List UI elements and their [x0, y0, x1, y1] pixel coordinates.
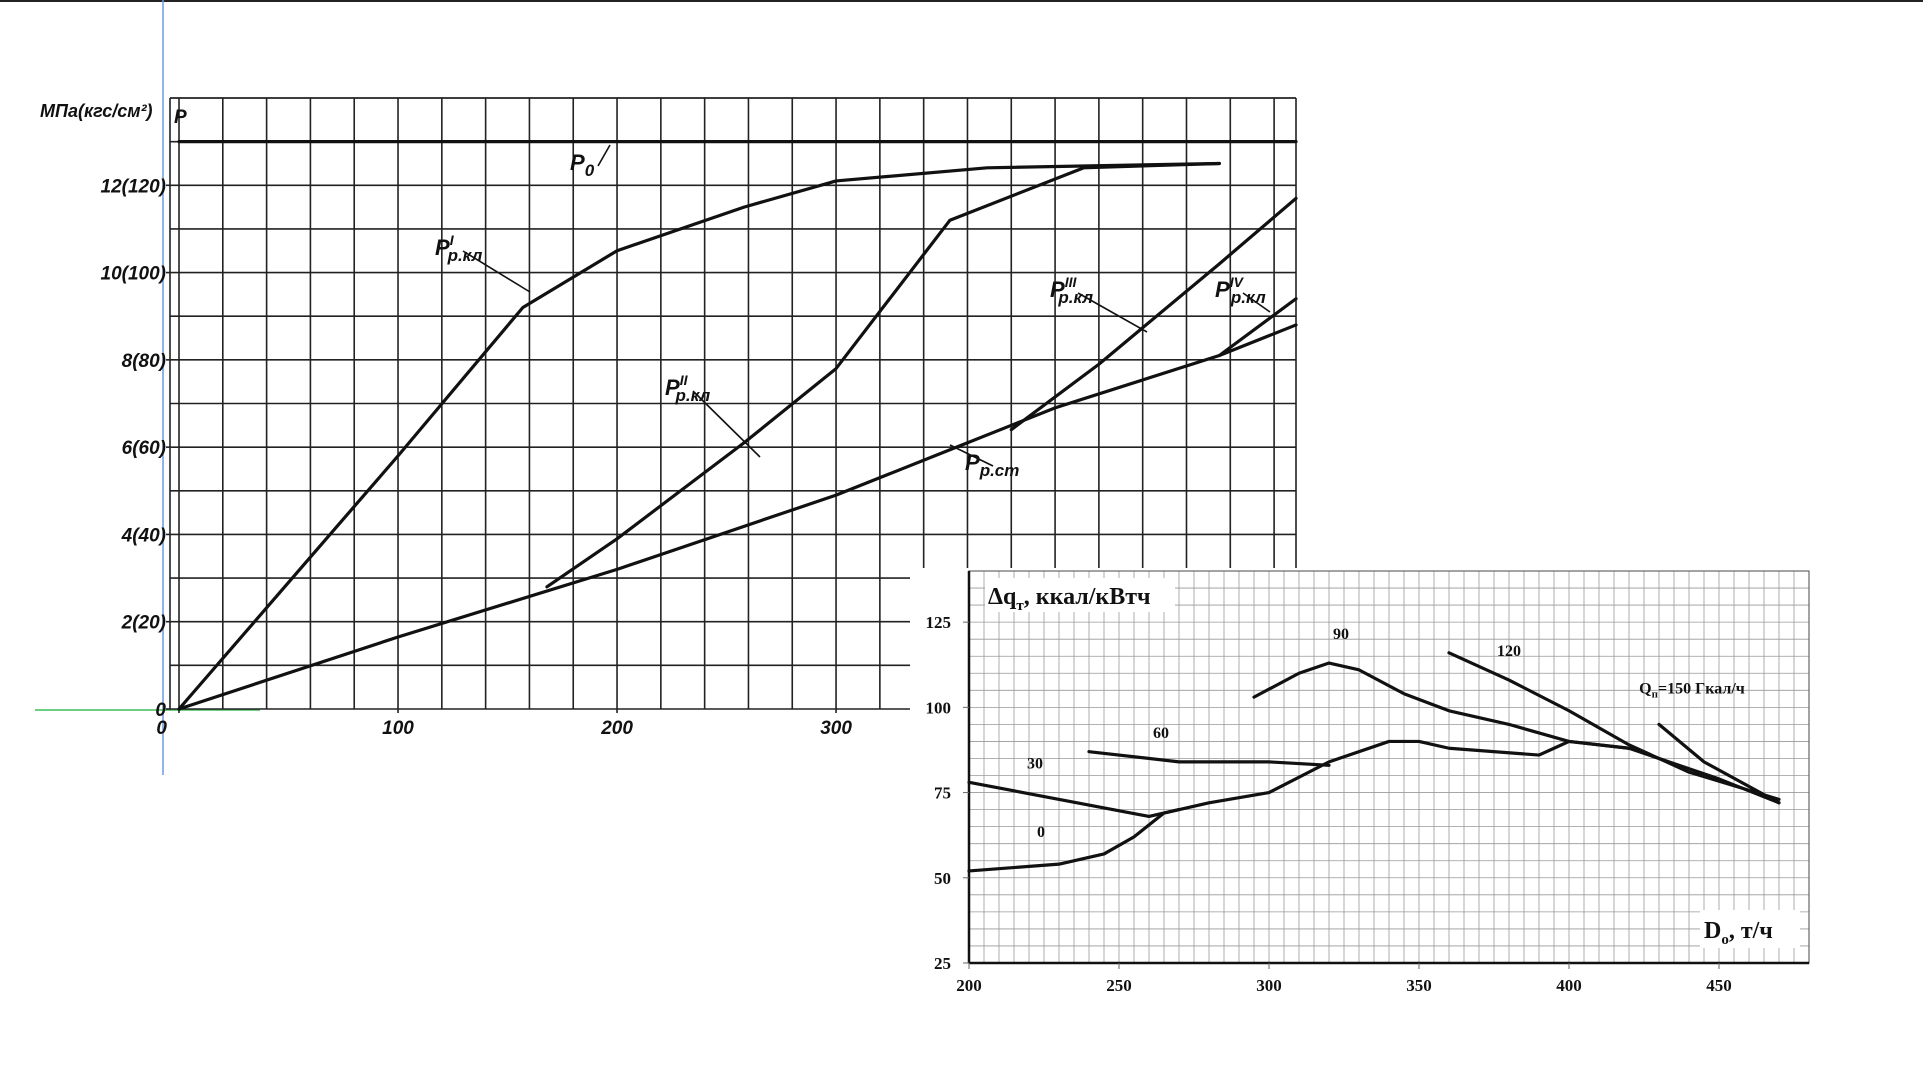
y-tick-label: 75 [934, 784, 951, 803]
series-label-sub: р.ст [979, 461, 1020, 480]
series-label-name: P [1215, 277, 1230, 302]
y-tick-label: 8(80) [122, 351, 166, 372]
series-label-name: Q [1639, 681, 1651, 698]
y-tick-label: 2(20) [121, 613, 166, 634]
series-label-sup: III [1065, 274, 1078, 290]
series-label-sub: р.кл [1057, 288, 1093, 307]
series-label-sub: 0 [585, 161, 595, 180]
leader-line [597, 144, 611, 167]
x-tick-label: 300 [820, 718, 852, 739]
y-axis-label: Δqт, ккал/кВтч [988, 584, 1151, 614]
y-tick-label: 125 [926, 613, 952, 632]
series-label: Pр.ст [965, 450, 1019, 480]
x-axis-label-sub: о [1721, 932, 1729, 948]
series-label-name: P [965, 450, 980, 475]
label-bg [985, 578, 1175, 612]
series-label-sub: п [1652, 689, 1659, 701]
series-label-name: 60 [1153, 725, 1169, 742]
x-tick-label: 250 [1106, 976, 1132, 995]
leader-line [692, 390, 761, 458]
series-label-sup: IV [1230, 274, 1245, 290]
y-tick-label: 12(120) [101, 176, 167, 197]
y-tick-label: 4(40) [121, 525, 166, 546]
series-label-name: P [665, 375, 680, 400]
curve [1657, 722, 1781, 805]
x-axis-label: Dо, т/ч [1704, 918, 1773, 948]
series-label: P0 [570, 150, 595, 180]
leader-line [1242, 292, 1271, 313]
y-tick-label: 50 [934, 869, 951, 888]
y-tick-label: 6(60) [122, 438, 166, 459]
series-label-sub: р.кл [674, 386, 710, 405]
curve [1009, 196, 1298, 432]
series-label-name: 120 [1497, 643, 1521, 660]
y-axis-label-sub: т [1016, 598, 1024, 614]
series-label-name: 0 [1037, 824, 1045, 841]
series-label: 120 [1497, 643, 1521, 660]
x-tick-label: 200 [600, 718, 633, 739]
curve [177, 323, 1298, 711]
series-label: 0 [1037, 824, 1045, 841]
series-label-sub: р.кл [447, 246, 483, 265]
series-label-sub: р.кл [1230, 288, 1266, 307]
y-tick-label: 100 [926, 698, 952, 717]
x-tick-label: 450 [1706, 976, 1732, 995]
series-label-name: 30 [1027, 756, 1043, 773]
series-label-sup: II [680, 372, 689, 388]
curve [1447, 651, 1781, 801]
x-tick-label: 300 [1256, 976, 1282, 995]
series-label: Qп=150 Гкал/ч [1639, 681, 1745, 701]
series-label: PII р.кл [665, 372, 711, 405]
y-axis-label-text: Δq [988, 584, 1017, 610]
series-label-rest: =150 Гкал/ч [1658, 681, 1745, 698]
x-tick-label: 200 [956, 976, 982, 995]
series-label: 30 [1027, 756, 1043, 773]
y-tick-label: 25 [934, 954, 951, 973]
series-label-name: P [435, 235, 450, 260]
curve [1252, 661, 1631, 750]
y-tick-label: 10(100) [101, 264, 167, 285]
curve [545, 161, 1221, 589]
label-bg [1700, 910, 1800, 948]
leader-line [1077, 292, 1148, 333]
series-label: PIII р.кл [1050, 274, 1094, 307]
series-label: PI р.кл [435, 232, 483, 265]
series-label-name: P [1050, 277, 1065, 302]
y-axis-label-rest: , ккал/кВтч [1024, 584, 1151, 610]
x-tick-label: 350 [1406, 976, 1432, 995]
series-label-sup: I [450, 232, 455, 248]
series-label: 60 [1153, 725, 1169, 742]
y-axis-symbol: P [174, 107, 187, 128]
x-axis-label-text: D [1704, 918, 1721, 944]
series-label-name: P [570, 150, 585, 175]
curve [1217, 297, 1298, 358]
curve [177, 161, 1221, 711]
y-axis-label: МПа(кгс/см²) [40, 101, 153, 121]
series-label: 90 [1333, 626, 1349, 643]
leader-line [462, 250, 531, 293]
curve [967, 780, 1181, 819]
y-tick-label: 0 [155, 700, 166, 721]
x-tick-label: 400 [1556, 976, 1582, 995]
series-label: PIV р.кл [1215, 274, 1266, 307]
curve [1087, 750, 1331, 767]
series-label-name: 90 [1333, 626, 1349, 643]
leader-line [949, 444, 994, 467]
x-tick-label: 100 [382, 718, 414, 739]
x-axis-label-rest: , т/ч [1729, 918, 1773, 944]
x-tick-label: 0 [156, 718, 167, 739]
